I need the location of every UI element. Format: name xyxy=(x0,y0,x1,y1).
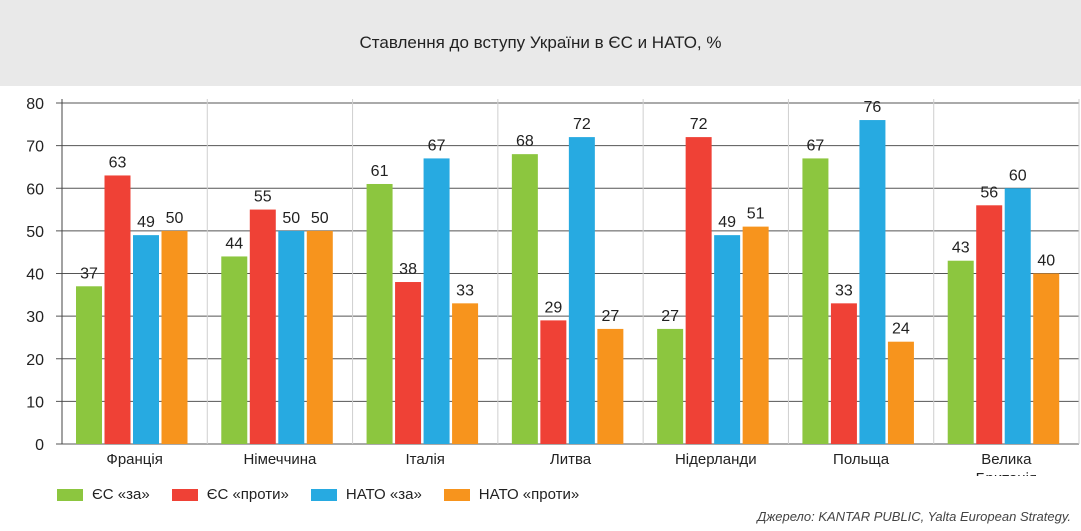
y-tick-label: 80 xyxy=(26,96,44,113)
y-tick-label: 70 xyxy=(26,139,44,156)
bar xyxy=(249,209,276,444)
y-tick-label: 60 xyxy=(26,181,44,198)
bar xyxy=(685,137,712,444)
bar xyxy=(568,137,595,444)
data-label: 51 xyxy=(747,206,765,223)
bar xyxy=(597,328,624,444)
x-tick-label: Італія xyxy=(406,451,445,468)
x-tick-label: Британія xyxy=(976,470,1037,476)
source-note: Джерело: KANTAR PUBLIC, Yalta European S… xyxy=(757,509,1071,524)
legend-item-eu-for: ЄС «за» xyxy=(57,486,150,503)
bar xyxy=(887,341,914,444)
legend-label-nato-against: НАТО «проти» xyxy=(478,486,580,503)
data-label: 63 xyxy=(109,154,127,171)
data-label: 56 xyxy=(980,184,998,201)
bar xyxy=(133,235,159,444)
data-label: 76 xyxy=(864,99,882,116)
bar xyxy=(278,230,305,444)
bar xyxy=(366,183,393,445)
bar xyxy=(714,235,741,444)
bar xyxy=(452,303,479,444)
legend-swatch-eu-against xyxy=(171,488,198,501)
data-label: 49 xyxy=(718,214,736,231)
data-label: 43 xyxy=(952,240,970,257)
data-label: 50 xyxy=(282,210,300,227)
data-label: 68 xyxy=(516,133,534,150)
data-label: 72 xyxy=(690,116,708,133)
bar xyxy=(1004,188,1031,444)
data-label: 60 xyxy=(1009,167,1027,184)
legend-item-nato-for: НАТО «за» xyxy=(310,486,422,503)
bar xyxy=(1033,273,1060,444)
y-tick-label: 30 xyxy=(26,309,44,326)
data-label: 67 xyxy=(807,137,825,154)
legend-swatch-eu-for xyxy=(57,488,83,501)
data-label: 72 xyxy=(573,116,591,133)
bar xyxy=(540,320,567,444)
data-label: 50 xyxy=(166,210,184,227)
bar xyxy=(830,303,857,444)
legend-swatch-nato-against xyxy=(443,488,470,501)
bar xyxy=(395,282,422,444)
data-label: 50 xyxy=(311,210,329,227)
bar xyxy=(104,175,131,444)
bar xyxy=(221,256,248,444)
bar xyxy=(161,230,188,444)
bar xyxy=(859,120,886,445)
data-label: 24 xyxy=(892,321,910,338)
y-tick-label: 50 xyxy=(26,224,44,241)
legend-label-eu-against: ЄС «проти» xyxy=(206,486,289,503)
y-tick-label: 0 xyxy=(35,437,44,454)
data-label: 29 xyxy=(544,299,562,316)
legend: ЄС «за» ЄС «проти» НАТО «за» НАТО «проти… xyxy=(57,486,579,503)
data-label: 37 xyxy=(80,265,98,282)
data-label: 55 xyxy=(254,189,272,206)
data-label: 27 xyxy=(661,308,679,325)
x-tick-label: Литва xyxy=(550,451,592,468)
bar-chart: 0 10 20 30 40 50 60 70 80 37 63 49 50 Франція 44 55 50 50… xyxy=(26,96,1080,476)
bar xyxy=(657,328,684,444)
data-label: 33 xyxy=(835,282,853,299)
data-label: 33 xyxy=(456,282,474,299)
bar xyxy=(976,205,1003,444)
legend-swatch-nato-for xyxy=(310,488,337,501)
title-band xyxy=(0,0,1081,86)
legend-item-eu-against: ЄС «проти» xyxy=(171,486,289,503)
legend-label-nato-for: НАТО «за» xyxy=(345,486,422,503)
data-label: 27 xyxy=(601,308,619,325)
bar xyxy=(306,230,333,444)
data-label: 38 xyxy=(399,261,417,278)
bar xyxy=(423,158,450,444)
legend-item-nato-against: НАТО «проти» xyxy=(443,486,580,503)
x-tick-label: Німеччина xyxy=(243,451,317,468)
data-label: 61 xyxy=(371,163,389,180)
bar xyxy=(742,226,769,444)
x-tick-label: Нідерланди xyxy=(675,451,757,468)
legend-label-eu-for: ЄС «за» xyxy=(92,486,150,503)
x-tick-label: Велика xyxy=(981,451,1032,468)
data-label: 49 xyxy=(137,214,155,231)
y-tick-label: 10 xyxy=(26,394,44,411)
y-tick-label: 20 xyxy=(26,352,44,369)
bar xyxy=(802,158,829,444)
bar xyxy=(76,286,102,444)
data-label: 44 xyxy=(225,235,243,252)
y-tick-label: 40 xyxy=(26,267,44,284)
bar xyxy=(947,260,974,444)
x-tick-label: Польща xyxy=(833,451,890,468)
data-label: 40 xyxy=(1037,253,1055,270)
chart-title: Ставлення до вступу України в ЄС и НАТО,… xyxy=(359,33,722,52)
bar xyxy=(511,154,538,444)
x-tick-label: Франція xyxy=(106,451,162,468)
data-label: 67 xyxy=(428,137,446,154)
